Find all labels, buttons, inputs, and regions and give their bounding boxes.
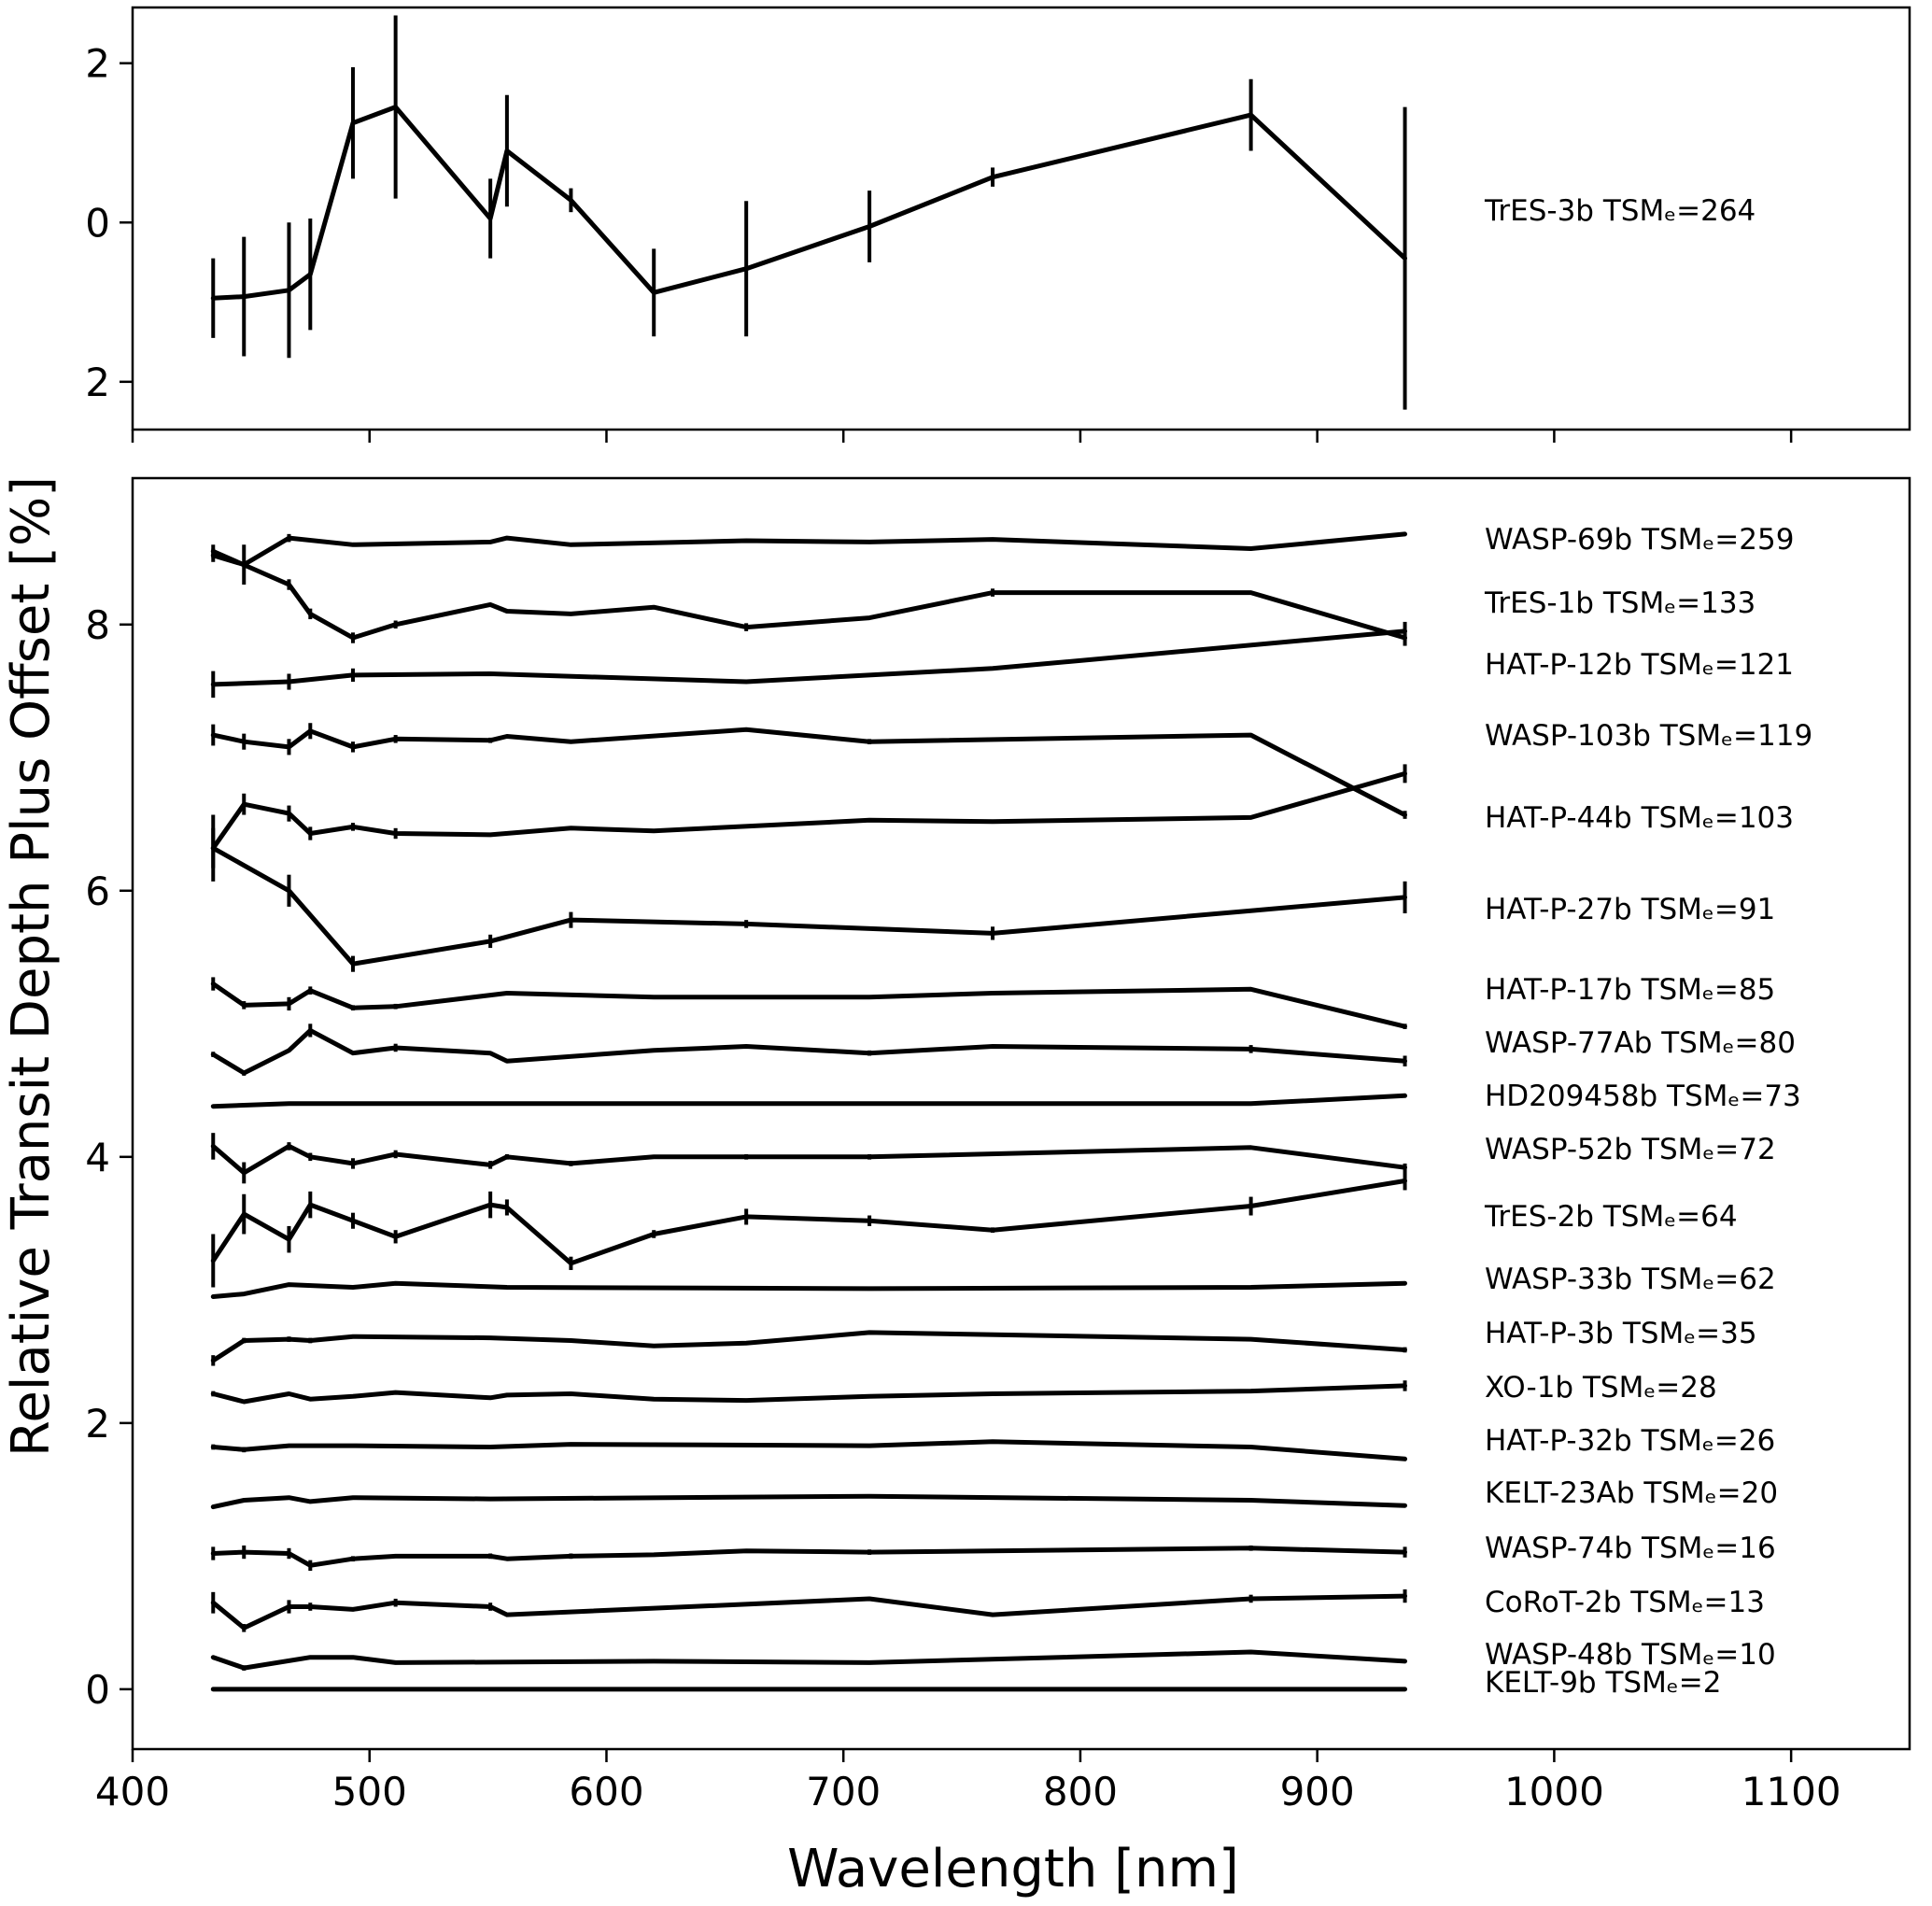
y-tick-label: 0: [85, 200, 110, 246]
series-wasp-103b: [210, 723, 1407, 819]
series-hat-p-12b: [210, 621, 1407, 699]
series-line: [210, 845, 1407, 967]
series-wasp-69b: [210, 531, 1407, 586]
y-tick-label: 4: [85, 1135, 110, 1180]
series-wasp-74b: [210, 1545, 1407, 1572]
series-hat-p-3b: [210, 1330, 1407, 1366]
series-label: WASP-52b TSMₑ=72: [1485, 1133, 1776, 1166]
y-tick-label: 2: [85, 1401, 110, 1447]
series-label: TrES-2b TSMₑ=64: [1484, 1200, 1738, 1234]
top-series-group: [210, 15, 1407, 410]
x-tick-label: 1100: [1742, 1769, 1841, 1814]
series-line: [210, 1280, 1407, 1299]
series-label: XO-1b TSMₑ=28: [1485, 1371, 1717, 1405]
series-hat-p-17b: [210, 977, 1407, 1030]
series-hat-p-32b: [210, 1439, 1407, 1461]
series-line: [210, 1593, 1407, 1631]
x-tick-label: 900: [1280, 1769, 1355, 1814]
series-xo-1b: [210, 1380, 1407, 1405]
series-wasp-77ab: [210, 1024, 1407, 1076]
series-line: [210, 1439, 1407, 1461]
top-series-labels: TrES-3b TSMₑ=264: [1484, 194, 1756, 228]
x-axis-label: Wavelength [nm]: [787, 1839, 1239, 1899]
top-panel: 2 0 2 TrES-3b TSMₑ=264: [85, 6, 1911, 443]
series-label: WASP-69b TSMₑ=259: [1485, 523, 1794, 557]
x-tick-label: 1000: [1504, 1769, 1604, 1814]
top-panel-frame: [131, 6, 1911, 431]
series-hat-p-44b: [210, 764, 1407, 882]
series-tres-1b: [210, 544, 1407, 646]
top-axis-ticks: 2 0 2: [85, 41, 1793, 443]
bottom-axis-ticks: 0 2 4 6 8 400 500 600 700 800 900 1000 1100: [85, 602, 1840, 1814]
series-wasp-33b: [210, 1280, 1407, 1299]
series-line: [210, 1493, 1407, 1510]
series-kelt-23ab: [210, 1493, 1407, 1510]
x-tick-label: 700: [806, 1769, 881, 1814]
x-tick-label: 500: [332, 1769, 407, 1814]
series-label: KELT-23Ab TSMₑ=20: [1485, 1476, 1778, 1510]
series-label: TrES-1b TSMₑ=133: [1484, 586, 1756, 620]
series-label: HD209458b TSMₑ=73: [1485, 1080, 1801, 1113]
series-line: [210, 628, 1407, 687]
series-line: [210, 770, 1407, 851]
bottom-panel: 0 2 4 6 8 400 500 600 700 800 900 1000 1100 WASP-69b…: [85, 476, 1911, 1814]
y-axis-label: Relative Transit Depth Plus Offset [%]: [1, 476, 62, 1457]
series-label: HAT-P-27b TSMₑ=91: [1485, 893, 1775, 926]
series-label: WASP-33b TSMₑ=62: [1485, 1263, 1776, 1296]
series-tres-3b: [210, 15, 1407, 410]
bottom-series-group: [210, 531, 1407, 1692]
series-line: [210, 1179, 1407, 1266]
series-label: KELT-9b TSMₑ=2: [1485, 1666, 1721, 1700]
series-line: [210, 1546, 1407, 1568]
series-label: HAT-P-3b TSMₑ=35: [1485, 1317, 1757, 1350]
y-tick-label: 8: [85, 602, 110, 648]
bottom-series-labels: WASP-69b TSMₑ=259 TrES-1b TSMₑ=133 HAT-P-1…: [1484, 523, 1812, 1700]
series-label: HAT-P-44b TSMₑ=103: [1485, 801, 1794, 835]
series-line: [210, 1383, 1407, 1405]
x-tick-label: 800: [1043, 1769, 1118, 1814]
y-tick-label: 2: [85, 41, 110, 87]
series-line: [210, 531, 1407, 568]
series-line: [210, 1649, 1407, 1671]
series-line: [210, 727, 1407, 818]
series-hat-p-27b: [210, 827, 1407, 972]
series-label: HAT-P-17b TSMₑ=85: [1485, 973, 1775, 1007]
series-label: TrES-3b TSMₑ=264: [1484, 194, 1756, 228]
series-label: HAT-P-12b TSMₑ=121: [1485, 648, 1794, 682]
series-label: WASP-48b TSMₑ=10: [1485, 1638, 1776, 1672]
bottom-panel-frame: [131, 476, 1911, 1751]
series-tres-2b: [210, 1171, 1407, 1288]
x-tick-label: 400: [95, 1769, 170, 1814]
series-label: WASP-77Ab TSMₑ=80: [1485, 1026, 1796, 1060]
series-label: WASP-74b TSMₑ=16: [1485, 1532, 1776, 1565]
series-line: [210, 1093, 1407, 1109]
y-tick-label: 2: [85, 360, 110, 405]
series-hd209458b: [210, 1093, 1407, 1109]
series-label: WASP-103b TSMₑ=119: [1485, 719, 1812, 753]
series-line: [210, 105, 1407, 301]
series-line: [210, 981, 1407, 1029]
x-tick-label: 600: [569, 1769, 643, 1814]
series-line: [210, 1027, 1407, 1076]
y-tick-label: 0: [85, 1667, 110, 1713]
series-label: CoRoT-2b TSMₑ=13: [1485, 1586, 1765, 1619]
series-wasp-52b: [210, 1133, 1407, 1184]
series-line: [210, 1330, 1407, 1363]
series-line: [210, 1143, 1407, 1176]
series-wasp-48b: [210, 1649, 1407, 1671]
series-corot-2b: [210, 1588, 1407, 1632]
series-label: HAT-P-32b TSMₑ=26: [1485, 1424, 1775, 1458]
y-tick-label: 6: [85, 868, 110, 914]
series-line: [210, 548, 1407, 641]
